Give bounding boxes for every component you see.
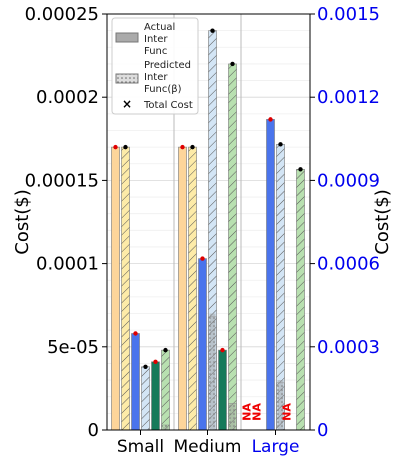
actual-inter-bar (162, 426, 169, 430)
legend-label-actual: Func (144, 46, 167, 57)
total-cost-marker (113, 144, 118, 150)
legend-swatch-actual (115, 32, 139, 43)
cost-bar (266, 119, 275, 431)
plot-frame (106, 13, 311, 431)
y-left-tick-label: 5e-05 (47, 337, 99, 358)
y-right-tick-label: 0.0012 (317, 87, 380, 108)
y-axis-left-label: Cost($) (12, 189, 33, 255)
y-right-tick-label: 0.0006 (317, 254, 380, 275)
bar-hatch (161, 350, 170, 430)
actual-inter-bar (229, 403, 236, 430)
cost-bar (178, 146, 187, 431)
legend-label-predicted: Func(β) (144, 84, 182, 95)
na-label: NA (251, 403, 264, 421)
actual-inter-bar (277, 380, 284, 430)
y-axis-right-ticks: 0 0.0003 0.0006 0.0009 0.0012 0.0015 (310, 4, 380, 441)
bar-hatch (121, 147, 130, 430)
total-cost-marker (268, 117, 273, 122)
y-left-tick-label: 0.0002 (36, 87, 99, 108)
actual-inter-bar (209, 313, 216, 430)
total-cost-marker (220, 347, 225, 353)
cost-bar (218, 349, 227, 431)
x-tick-label: Medium (174, 437, 242, 457)
y-right-tick-label: 0.0003 (317, 337, 380, 358)
cost-bar (111, 146, 120, 431)
y-right-tick-label: 0 (317, 420, 328, 441)
legend-label-predicted: Predicted (144, 60, 191, 71)
total-cost-marker (210, 28, 215, 33)
bar-hatch (296, 169, 305, 430)
y-left-tick-label: 0.00025 (25, 4, 99, 25)
x-tick-label: Large (252, 437, 300, 457)
y-axis-left-ticks: 0 5e-05 0.0001 0.00015 0.0002 0.00025 (25, 4, 107, 441)
bar-hatch (276, 144, 285, 430)
x-axis-categories: Small Medium Large (117, 430, 300, 457)
total-cost-marker (123, 144, 128, 150)
legend-label-actual: Actual (144, 22, 175, 33)
bar-hatch (228, 63, 237, 431)
y-left-tick-label: 0 (88, 420, 99, 441)
legend-label-total: Total Cost (143, 100, 193, 111)
total-cost-marker (180, 144, 185, 150)
na-label: NA (281, 403, 294, 421)
y-axis-right-label: Cost($) (372, 189, 393, 255)
total-cost-marker (133, 331, 138, 336)
bar-hatch (208, 30, 217, 430)
total-cost-marker (163, 347, 168, 353)
total-cost-marker (230, 61, 235, 67)
bar-hatch (188, 147, 197, 430)
total-cost-marker (153, 359, 158, 364)
x-tick-label: Small (117, 437, 164, 457)
bar-hatch (141, 366, 150, 430)
total-cost-marker (190, 144, 195, 150)
cost-bar (151, 361, 160, 431)
plot-border (106, 13, 311, 431)
total-cost-marker (278, 142, 283, 147)
legend-swatch-predicted-dots (116, 74, 138, 83)
cost-bar (198, 258, 207, 431)
cost-bar (131, 333, 140, 431)
legend-label-predicted: Inter (144, 72, 168, 83)
legend-x-marker-icon: × (122, 97, 132, 111)
y-left-tick-label: 0.0001 (36, 254, 99, 275)
total-cost-marker (200, 256, 205, 261)
total-cost-marker (298, 167, 303, 172)
total-cost-marker (143, 364, 148, 369)
na-label: NA (241, 403, 254, 421)
y-right-tick-label: 0.0009 (317, 170, 380, 191)
legend-label-actual: Inter (144, 34, 168, 45)
y-right-tick-label: 0.0015 (317, 4, 380, 25)
y-left-tick-label: 0.00015 (25, 170, 99, 191)
